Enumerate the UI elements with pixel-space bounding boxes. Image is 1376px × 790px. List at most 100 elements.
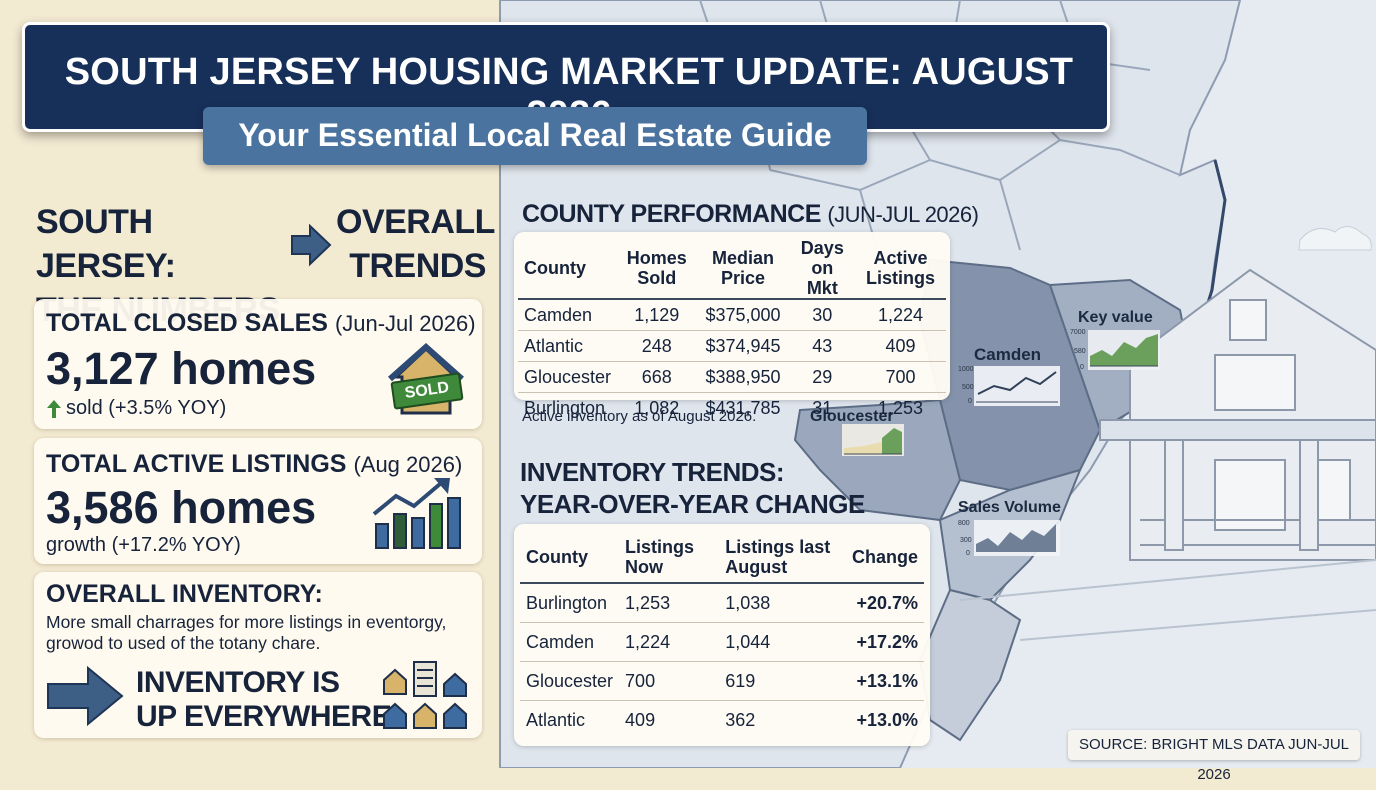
table-cell: Burlington bbox=[520, 582, 620, 623]
inventory-trends-title-line2: YEAR-OVER-YEAR CHANGE bbox=[520, 489, 865, 519]
table-cell: +13.0% bbox=[845, 700, 924, 739]
active-listings-period: (Aug 2026) bbox=[353, 452, 463, 477]
table-row: Atlantic 409 362 +13.0% bbox=[520, 700, 924, 739]
table-cell: 1,082 bbox=[617, 392, 697, 423]
inventory-trends-table-box: County Listings Now Listings last August Ch… bbox=[514, 524, 930, 746]
table-row: Burlington 1,082 $431,785 31 1,253 bbox=[518, 392, 946, 423]
table-body: Burlington 1,253 1,038 +20.7% Camden 1,224 1,0… bbox=[520, 582, 924, 739]
active-listings-title-row: TOTAL ACTIVE LISTINGS (Aug 2026) bbox=[46, 450, 462, 479]
table-cell: 1,253 bbox=[619, 582, 720, 623]
table-cell: Gloucester bbox=[520, 661, 620, 701]
table-body: Camden 1,129 $375,000 30 1,224 Atlantic 248 $37… bbox=[518, 298, 946, 423]
table-header-row: County Listings Now Listings last August Ch… bbox=[520, 532, 924, 584]
camden-axis-zero: 0 bbox=[968, 398, 972, 405]
inventory-callout-line2: UP EVERYWHERE bbox=[136, 700, 392, 733]
inventory-callout-line1: INVENTORY IS bbox=[136, 666, 340, 699]
sales-volume-mini-chart bbox=[974, 520, 1060, 556]
column-header: Listings Now bbox=[619, 532, 720, 584]
closed-sales-title: TOTAL CLOSED SALES bbox=[46, 309, 328, 337]
table-cell: +13.1% bbox=[845, 661, 924, 701]
inventory-card: OVERALL INVENTORY: More small charrages … bbox=[34, 572, 482, 738]
county-performance-table: County Homes Sold Median Price Days on Mkt A… bbox=[518, 238, 946, 423]
table-cell: 619 bbox=[719, 661, 846, 701]
table-cell: 1,224 bbox=[855, 298, 946, 331]
map-label-camden: Camden bbox=[974, 345, 1042, 364]
right-arrow-icon bbox=[47, 665, 124, 727]
map-label-key-value: Key value bbox=[1078, 309, 1153, 326]
closed-sales-card: TOTAL CLOSED SALES (Jun-Jul 2026) 3,127 … bbox=[34, 299, 482, 429]
table-cell: +20.7% bbox=[845, 582, 924, 623]
column-header: County bbox=[520, 532, 620, 584]
key-value-axis-mid: 580 bbox=[1074, 348, 1086, 355]
camden-mini-chart bbox=[974, 366, 1060, 406]
table-cell: $388,950 bbox=[696, 361, 790, 393]
table-row: Camden 1,129 $375,000 30 1,224 bbox=[518, 298, 946, 331]
column-header: Median Price bbox=[696, 238, 790, 300]
table-cell: Atlantic bbox=[520, 700, 620, 739]
column-header: Homes Sold bbox=[617, 238, 697, 300]
table-cell: Gloucester bbox=[518, 361, 618, 393]
table-cell: 31 bbox=[789, 392, 856, 423]
table-cell: +17.2% bbox=[845, 622, 924, 662]
trends-heading: OVERALL TRENDS bbox=[336, 200, 495, 288]
table-row: Burlington 1,253 1,038 +20.7% bbox=[520, 582, 924, 623]
table-cell: 30 bbox=[789, 298, 856, 331]
subtitle-banner: Your Essential Local Real Estate Guide bbox=[203, 107, 867, 165]
numbers-heading-line1: SOUTH JERSEY: bbox=[36, 203, 176, 285]
table-header-row: County Homes Sold Median Price Days on Mkt A… bbox=[518, 238, 946, 300]
inventory-trends-title-line1: INVENTORY TRENDS: bbox=[520, 457, 785, 487]
table-cell: 668 bbox=[617, 361, 697, 393]
inventory-text: More small charrages for more listings i… bbox=[46, 612, 447, 653]
table-cell: Atlantic bbox=[518, 330, 618, 362]
table-cell: $375,000 bbox=[696, 298, 790, 331]
table-row: Camden 1,224 1,044 +17.2% bbox=[520, 622, 924, 662]
sales-volume-axis-mid: 300 bbox=[960, 537, 972, 544]
table-cell: 409 bbox=[619, 700, 720, 739]
inventory-callout: INVENTORY IS UP EVERYWHERE bbox=[136, 666, 392, 734]
right-arrow-icon bbox=[291, 223, 332, 267]
active-listings-card: TOTAL ACTIVE LISTINGS (Aug 2026) 3,586 h… bbox=[34, 438, 482, 564]
county-performance-footnote: Active inventory as of August 2026. bbox=[522, 408, 757, 425]
active-listings-note: growth (+17.2% YOY) bbox=[46, 534, 241, 556]
sales-volume-axis-max: 800 bbox=[958, 520, 970, 527]
gloucester-mini-chart bbox=[842, 424, 904, 456]
table-cell: 1,044 bbox=[719, 622, 846, 662]
camden-axis-max: 1000 bbox=[958, 366, 974, 373]
table-cell: $374,945 bbox=[696, 330, 790, 362]
inventory-trends-table: County Listings Now Listings last August Ch… bbox=[520, 532, 924, 739]
table-cell: 700 bbox=[855, 361, 946, 393]
column-header: Active Listings bbox=[855, 238, 946, 300]
table-row: Gloucester 700 619 +13.1% bbox=[520, 661, 924, 701]
table-cell: 29 bbox=[789, 361, 856, 393]
houses-grid-icon bbox=[383, 661, 467, 729]
map-label-sales-volume: Sales Volume bbox=[958, 499, 1061, 516]
table-cell: Burlington bbox=[518, 392, 618, 423]
closed-sales-note: sold (+3.5% YOY) bbox=[66, 397, 227, 419]
up-arrow-icon bbox=[47, 400, 61, 418]
table-cell: Camden bbox=[520, 622, 620, 662]
table-cell: 1,038 bbox=[719, 582, 846, 623]
column-header: Listings last August bbox=[719, 532, 846, 584]
table-cell: $431,785 bbox=[696, 392, 790, 423]
table-cell: 1,224 bbox=[619, 622, 720, 662]
county-performance-table-box: County Homes Sold Median Price Days on Mkt A… bbox=[514, 232, 950, 423]
source-note: SOURCE: BRIGHT MLS DATA JUN-JUL 2026 bbox=[1068, 730, 1360, 783]
page-subtitle: Your Essential Local Real Estate Guide bbox=[238, 117, 832, 153]
trends-heading-line2: TRENDS bbox=[349, 247, 486, 285]
table-row: Gloucester 668 $388,950 29 700 bbox=[518, 361, 946, 393]
column-header: County bbox=[518, 238, 618, 300]
key-value-axis-zero: 0 bbox=[1080, 364, 1084, 371]
active-listings-value: 3,586 homes bbox=[46, 482, 317, 533]
key-value-axis-max: 7000 bbox=[1070, 329, 1086, 336]
inventory-title: OVERALL INVENTORY: bbox=[46, 580, 323, 608]
sales-volume-axis-zero: 0 bbox=[966, 550, 970, 557]
growth-bar-chart-icon bbox=[372, 478, 461, 549]
county-performance-period: (JUN-JUL 2026) bbox=[827, 202, 979, 227]
inventory-trends-title: INVENTORY TRENDS: YEAR-OVER-YEAR CHANGE bbox=[520, 456, 865, 520]
closed-sales-title-row: TOTAL CLOSED SALES (Jun-Jul 2026) bbox=[46, 309, 476, 338]
column-header: Days on Mkt bbox=[789, 238, 856, 300]
table-cell: Camden bbox=[518, 298, 618, 331]
table-cell: 700 bbox=[619, 661, 720, 701]
key-value-mini-chart bbox=[1088, 330, 1160, 370]
closed-sales-value: 3,127 homes bbox=[46, 343, 317, 394]
